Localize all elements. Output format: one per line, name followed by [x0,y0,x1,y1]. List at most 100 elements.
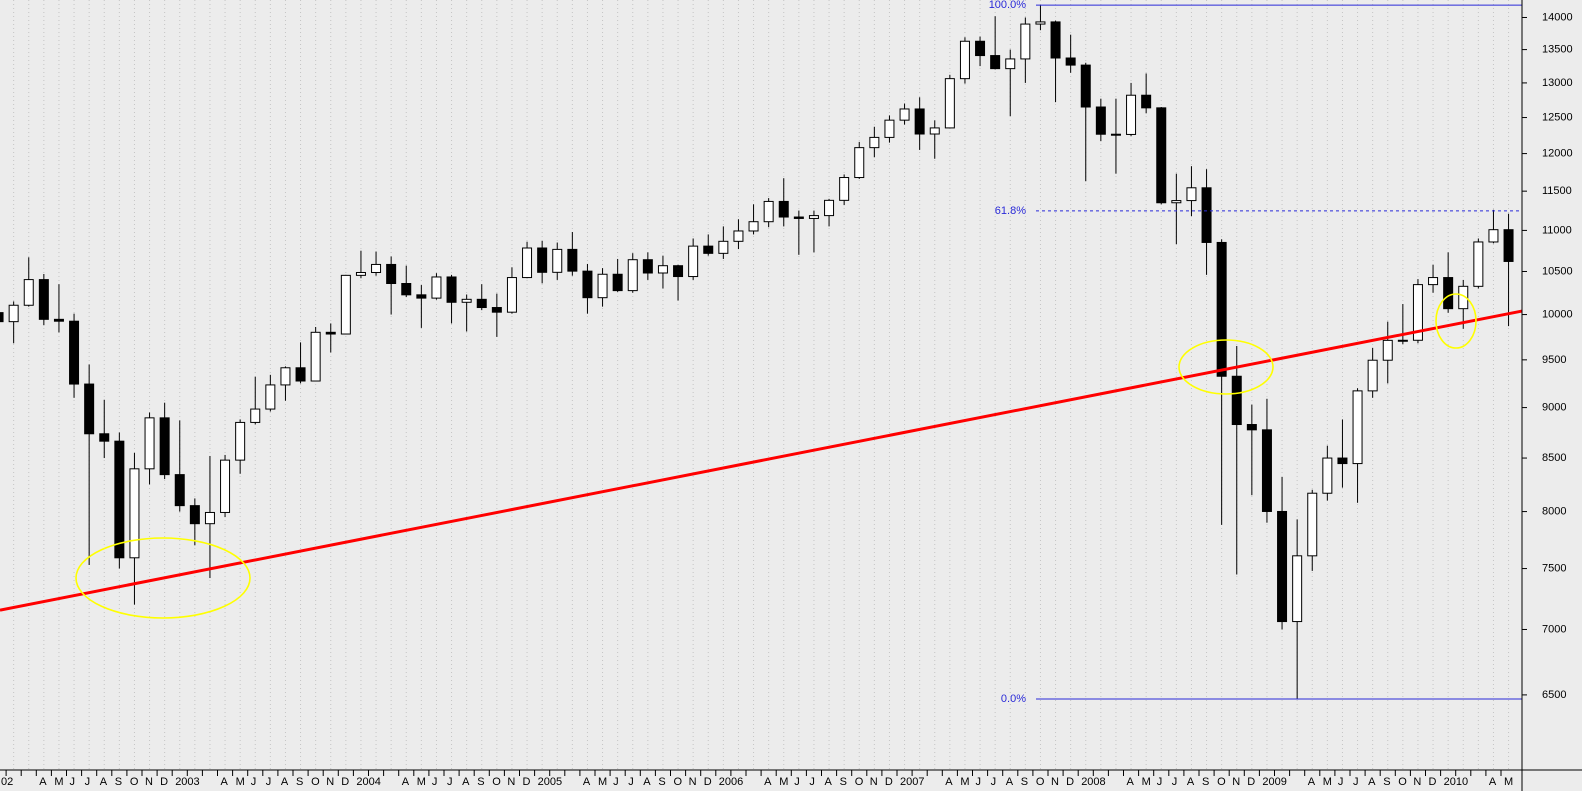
candle-body [537,247,548,273]
candle-body [808,215,819,219]
x-tick-label: S [115,776,122,788]
x-tick-label: O [1217,776,1226,788]
x-tick-label: A [1489,776,1497,788]
x-tick-label: J [1157,776,1163,788]
candle-body [869,136,880,149]
candle-body [1110,133,1121,136]
x-tick-label: J [70,776,76,788]
candle-body [189,505,200,525]
x-tick-label: N [145,776,153,788]
candle-body [1080,64,1091,108]
x-tick-label: A [1006,776,1014,788]
x-tick-label: J [1338,776,1344,788]
candle-body [612,273,623,292]
candle-body [446,276,457,303]
candle-body [1473,241,1484,287]
level-label: 61.8% [995,205,1026,217]
x-tick-label: 2010 [1444,776,1468,788]
x-tick-label: 2003 [175,776,199,788]
x-tick-label: J [447,776,453,788]
candle-body [1186,187,1197,202]
x-tick-label: D [1429,776,1437,788]
candle-body [552,248,563,273]
x-tick-label: A [39,776,47,788]
candle-body [204,511,215,525]
candle-body [1095,106,1106,135]
candle-body [53,318,64,322]
candle-body [990,55,1001,70]
candle-body [431,276,442,299]
candle-body [627,259,638,292]
y-tick-label: 9000 [1542,401,1566,413]
x-tick-label: D [1247,776,1255,788]
y-tick-label: 10500 [1542,265,1573,277]
x-tick-label: A [825,776,833,788]
candle-body [824,199,835,217]
candle-body [1337,457,1348,465]
x-tick-label: A [945,776,953,788]
candle-body [144,417,155,470]
candle-body [114,440,125,559]
candle-body [386,263,397,285]
level-label: 0.0% [1001,693,1026,705]
candle-body [1156,107,1167,204]
candle-body [476,298,487,309]
candle-body [748,221,759,232]
candle-body [129,468,140,559]
y-tick-label: 8500 [1542,452,1566,464]
candle-body [23,279,34,306]
x-tick-label: J [628,776,634,788]
x-tick-label: O [1036,776,1045,788]
candle-body [1141,94,1152,109]
candle-body [355,271,366,276]
highlight-ellipse [75,537,251,619]
x-tick-label: S [840,776,847,788]
candle-body [567,248,578,272]
x-tick-label: A [100,776,108,788]
x-tick-label: J [85,776,91,788]
trendline [0,309,1523,612]
x-tick-label: O [855,776,864,788]
candle-body [1397,339,1408,342]
overlays: 100.0% 61.8% 0.0% [0,0,1523,705]
candle-body [884,119,895,138]
candle-body [1322,457,1333,494]
candle-body [250,408,261,423]
candle-body [1261,429,1272,512]
x-tick-label: S [296,776,303,788]
candle-body [1458,285,1469,310]
candle-body [718,240,729,254]
candle-body [371,263,382,273]
candle-body [1307,492,1318,557]
x-tick-label: N [1051,776,1059,788]
x-tick-label: J [613,776,619,788]
x-tick-label: N [870,776,878,788]
candle-body [1035,21,1046,25]
y-tick-label: 7000 [1542,623,1566,635]
candle-body [703,245,714,254]
x-tick-label: 2009 [1262,776,1286,788]
y-tick-label: 10000 [1542,308,1573,320]
x-tick-label: M [598,776,607,788]
x-tick-label: 02 [1,776,13,788]
x-tick-label: M [417,776,426,788]
x-tick-label: A [764,776,772,788]
candle-body [506,277,517,313]
y-tick-label: 13500 [1542,43,1573,55]
candle-body [340,274,351,335]
x-tick-label: M [1142,776,1151,788]
candle-body [1020,23,1031,60]
y-tick-label: 12500 [1542,111,1573,123]
x-tick-label: D [523,776,531,788]
candle-body [944,78,955,129]
y-tick-label: 11000 [1542,224,1572,236]
candle-body [929,127,940,135]
candle-body [975,40,986,57]
candle-body [733,230,744,242]
candle-body [1126,94,1137,135]
candle-body [1412,284,1423,341]
candle-body [688,245,699,278]
x-tick-label: N [1413,776,1421,788]
x-tick-label: A [583,776,591,788]
x-tick-label: 2005 [538,776,562,788]
